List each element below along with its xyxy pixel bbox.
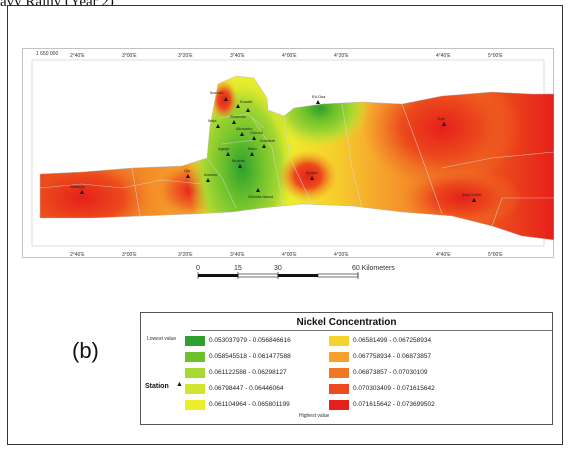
top-tick-label: 4°00'E bbox=[282, 53, 297, 59]
station-name: Apapa bbox=[306, 170, 318, 175]
station-name: Mushin bbox=[232, 158, 245, 163]
legend-range: 0.053037979 - 0.056846616 bbox=[209, 337, 291, 344]
legend-item: 0.06798447 - 0.06446064 bbox=[185, 383, 283, 394]
bottom-tick-label: 2°40'E bbox=[70, 252, 85, 258]
legend-range: 0.071615642 - 0.073699502 bbox=[353, 401, 435, 408]
station-name: Badagry bbox=[70, 184, 85, 189]
station-name: Surulere bbox=[260, 138, 276, 143]
station-name: Epe bbox=[438, 116, 446, 121]
bottom-tick-label: 4°20'E bbox=[334, 252, 349, 258]
station-name: Agege bbox=[218, 146, 230, 151]
bottom-tick-label: 4°00'E bbox=[282, 252, 297, 258]
station-name: Amuwo bbox=[204, 172, 218, 177]
station-name: Ikeja bbox=[208, 118, 217, 123]
station-name: Ikorodu bbox=[210, 90, 223, 95]
station-markers bbox=[80, 97, 476, 202]
map-corner-coordinate: 1 650 000 bbox=[36, 51, 59, 57]
legend-range: 0.058545518 - 0.061477588 bbox=[209, 353, 291, 360]
scale-bar bbox=[197, 272, 359, 279]
legend-highest-label: Highest value bbox=[299, 413, 330, 419]
top-tick-label: 5°00'E bbox=[488, 53, 503, 59]
legend-item: 0.053037979 - 0.056846616 bbox=[185, 335, 291, 346]
station-name: Oshodi bbox=[250, 130, 263, 135]
legend-item: 0.070303409 - 0.071615642 bbox=[329, 383, 435, 394]
legend-range: 0.06873857 - 0.07030109 bbox=[353, 369, 428, 376]
legend-swatch bbox=[329, 383, 349, 394]
bottom-tick-label: 4°40'E bbox=[436, 252, 451, 258]
top-tick-label: 4°40'E bbox=[436, 53, 451, 59]
scale-tick-0: 0 bbox=[196, 265, 200, 272]
station-name: Eti-Osa bbox=[312, 94, 326, 99]
legend-item: 0.061104964 - 0.065801199 bbox=[185, 399, 290, 410]
station-name: Alimosho bbox=[236, 126, 253, 131]
station-name: Ojo bbox=[184, 168, 191, 173]
nickel-concentration-map: Ikorodu Kosofe Shomolu Ikeja Alimosho Os… bbox=[22, 48, 554, 258]
legend-swatch bbox=[185, 383, 205, 394]
legend-title: Nickel Concentration bbox=[296, 317, 397, 328]
bottom-tick-label: 3°40'E bbox=[230, 252, 245, 258]
legend: Nickel Concentration Lowest value Highes… bbox=[140, 312, 553, 425]
legend-swatch bbox=[185, 367, 205, 378]
legend-swatch bbox=[329, 351, 349, 362]
legend-range: 0.070303409 - 0.071615642 bbox=[353, 385, 435, 392]
top-tick-label: 3°20'E bbox=[178, 53, 193, 59]
legend-item: 0.067758934 - 0.06873857 bbox=[329, 351, 431, 362]
station-name: Shomolu bbox=[230, 114, 246, 119]
top-tick-label: 4°20'E bbox=[334, 53, 349, 59]
bottom-tick-label: 3°00'E bbox=[122, 252, 137, 258]
legend-station-label: Station bbox=[145, 383, 169, 390]
legend-swatch bbox=[185, 399, 205, 410]
legend-range: 0.067758934 - 0.06873857 bbox=[353, 353, 432, 360]
legend-item: 0.061122588 - 0.06298127 bbox=[185, 367, 287, 378]
legend-item: 0.06581499 - 0.067258934 bbox=[329, 335, 431, 346]
legend-swatch bbox=[329, 399, 349, 410]
station-name: Ibeju-Lekki bbox=[462, 192, 481, 197]
legend-swatch bbox=[185, 351, 205, 362]
legend-item: 0.071615642 - 0.073699502 bbox=[329, 399, 435, 410]
scale-tick-60: 60 Kilometers bbox=[352, 265, 395, 272]
legend-item: 0.058545518 - 0.061477588 bbox=[185, 351, 291, 362]
bottom-tick-label: 5°00'E bbox=[488, 252, 503, 258]
legend-station-symbol: ▲ bbox=[176, 381, 183, 388]
legend-swatch bbox=[329, 335, 349, 346]
station-name: Victoria Island bbox=[248, 194, 273, 199]
bottom-tick-label: 3°20'E bbox=[178, 252, 193, 258]
panel-label: (b) bbox=[72, 338, 99, 363]
legend-swatch bbox=[329, 367, 349, 378]
legend-range: 0.061122588 - 0.06298127 bbox=[209, 369, 287, 376]
top-tick-label: 3°40'E bbox=[230, 53, 245, 59]
scale-tick-30: 30 bbox=[274, 265, 282, 272]
top-tick-label: 3°00'E bbox=[122, 53, 137, 59]
station-names: Ikorodu Kosofe Shomolu Ikeja Alimosho Os… bbox=[70, 90, 481, 199]
top-tick-label: 2°40'E bbox=[70, 53, 85, 59]
legend-range: 0.061104964 - 0.065801199 bbox=[209, 401, 290, 408]
legend-divider bbox=[191, 330, 552, 331]
concentration-surface bbox=[40, 76, 554, 240]
legend-lowest-label: Lowest value bbox=[147, 336, 177, 342]
legend-range: 0.06581499 - 0.067258934 bbox=[353, 337, 432, 344]
legend-swatch bbox=[185, 335, 205, 346]
legend-item: 0.06873857 - 0.07030109 bbox=[329, 367, 427, 378]
station-name: Kosofe bbox=[240, 99, 253, 104]
station-name: Ifako bbox=[248, 146, 257, 151]
land-outline bbox=[39, 75, 554, 241]
legend-range: 0.06798447 - 0.06446064 bbox=[209, 385, 284, 392]
scale-tick-15: 15 bbox=[234, 265, 242, 272]
